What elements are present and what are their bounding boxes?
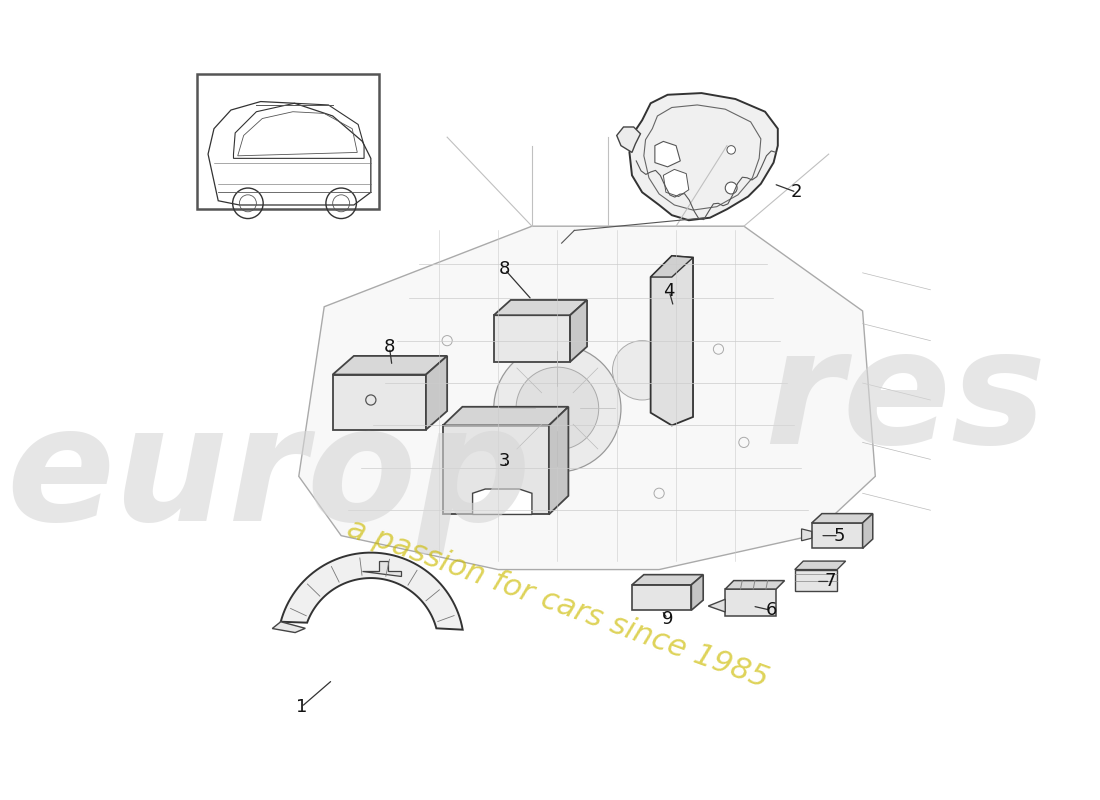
Circle shape [516,367,598,450]
Text: 4: 4 [663,282,675,301]
Polygon shape [629,93,778,220]
Text: 8: 8 [384,338,395,357]
Polygon shape [362,561,400,576]
Text: res: res [763,322,1046,478]
Polygon shape [862,514,872,548]
Bar [197,74,380,210]
Polygon shape [280,553,463,630]
Polygon shape [570,300,587,362]
Text: 2: 2 [791,183,802,202]
Polygon shape [494,300,587,315]
Polygon shape [650,256,693,426]
Polygon shape [650,256,693,277]
Polygon shape [725,589,777,616]
Polygon shape [654,142,680,167]
Text: 5: 5 [833,526,845,545]
Text: 9: 9 [662,610,673,628]
Text: europ: europ [7,399,531,554]
Text: 1: 1 [296,698,307,716]
Text: 6: 6 [766,602,777,619]
Polygon shape [812,514,872,523]
Polygon shape [802,529,812,541]
Polygon shape [473,489,532,514]
Text: 3: 3 [499,452,510,470]
Polygon shape [632,574,703,585]
Text: 7: 7 [825,573,836,590]
Text: a passion for cars since 1985: a passion for cars since 1985 [343,514,772,694]
Polygon shape [299,226,876,570]
Polygon shape [443,426,549,514]
Polygon shape [812,523,862,548]
Polygon shape [443,406,569,426]
Polygon shape [332,374,426,430]
Polygon shape [273,622,306,633]
Polygon shape [494,315,570,362]
Polygon shape [708,599,725,612]
Circle shape [613,341,672,400]
Circle shape [727,146,736,154]
Circle shape [494,345,622,472]
Polygon shape [549,406,569,514]
Text: 8: 8 [499,261,510,278]
Polygon shape [795,561,846,570]
Polygon shape [617,127,640,153]
Polygon shape [332,356,447,374]
Polygon shape [725,581,784,589]
Polygon shape [426,356,447,430]
Polygon shape [632,585,691,610]
Polygon shape [663,170,689,197]
Circle shape [725,182,737,194]
Polygon shape [795,570,837,590]
Polygon shape [691,574,703,610]
